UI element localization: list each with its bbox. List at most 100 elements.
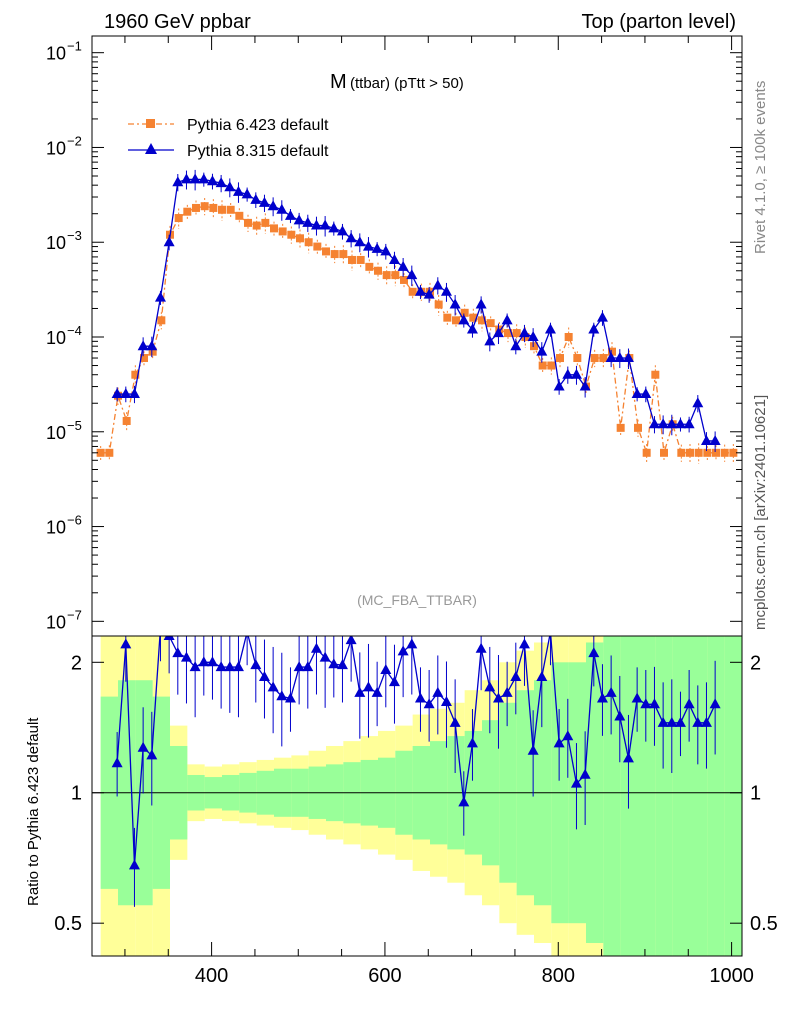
pythia8-point <box>527 331 539 342</box>
ratio-point <box>553 737 565 748</box>
pythia6-point <box>694 448 703 457</box>
pythia8-point <box>198 173 210 184</box>
ratio-point <box>362 681 374 692</box>
pythia6-point <box>486 319 495 328</box>
pythia6-point <box>460 308 469 317</box>
legend-pythia8-label: Pythia 8.315 default <box>187 143 329 160</box>
pythia8-point <box>362 240 374 251</box>
ratio-y-tick-label-right: 1 <box>750 783 761 805</box>
pythia6-point <box>564 333 573 342</box>
ratio-point <box>336 659 348 670</box>
pythia8-point <box>510 340 522 351</box>
pythia8-point <box>709 434 721 445</box>
legend-pythia6-marker <box>146 119 155 128</box>
pythia6-point <box>538 361 547 370</box>
y-tick-label: 10 <box>46 138 66 158</box>
y-tick-exponent: −6 <box>67 513 82 528</box>
pythia6-point <box>270 224 278 233</box>
ratio-point <box>284 692 296 703</box>
pythia8-point <box>674 418 686 429</box>
y-tick-exponent: −3 <box>67 228 82 243</box>
ratio-point <box>388 676 400 687</box>
y-tick-label: 10 <box>46 44 66 64</box>
ratio-y-tick-label: 0.5 <box>54 913 82 935</box>
ratio-point <box>648 698 660 709</box>
pythia8-point <box>215 177 227 188</box>
legend-pythia8-marker <box>145 143 157 154</box>
pythia8-point <box>475 298 487 309</box>
header-left: 1960 GeV ppbar <box>104 11 251 33</box>
pythia8-point <box>111 388 123 399</box>
pythia6-point <box>400 275 408 284</box>
ratio-point <box>605 686 617 697</box>
pythia8-point <box>206 175 218 186</box>
pythia8-point <box>700 434 712 445</box>
ratio-point <box>570 777 582 788</box>
pythia8-point <box>232 185 244 196</box>
pythia6-point <box>235 211 244 220</box>
pythia6-point <box>651 370 660 379</box>
pythia6-point <box>556 354 564 363</box>
ratio-point <box>492 692 504 703</box>
pythia8-point <box>657 418 669 429</box>
pythia6-point <box>174 214 183 223</box>
ratio-point <box>328 658 340 669</box>
ratio-point <box>692 716 704 727</box>
pythia6-line <box>100 205 734 454</box>
watermark: (MC_FBA_TTBAR) <box>357 592 477 608</box>
pythia8-point <box>336 225 348 236</box>
x-tick-label: 600 <box>368 965 401 987</box>
y-tick-label: 10 <box>46 518 66 538</box>
pythia8-point <box>371 242 383 253</box>
pythia6-point <box>183 207 192 216</box>
pythia6-point <box>209 203 218 212</box>
pythia6-point <box>547 361 556 370</box>
pythia6-point <box>478 316 486 325</box>
ratio-point <box>250 659 262 670</box>
pythia8-point <box>614 352 626 363</box>
pythia8-point <box>180 173 192 184</box>
pythia6-point <box>712 448 720 457</box>
ratio-point <box>640 698 652 709</box>
pythia8-point <box>484 335 496 346</box>
band-inner-bin <box>724 636 742 956</box>
pythia8-point <box>406 269 418 280</box>
ratio-point <box>466 737 478 748</box>
y-tick-exponent: −2 <box>67 133 82 148</box>
band-inner-bin <box>620 636 638 956</box>
ratio-point <box>588 647 600 658</box>
ratio-point <box>319 651 331 662</box>
pythia6-point <box>504 329 512 338</box>
pythia8-point <box>570 368 582 379</box>
pythia8-point <box>683 418 695 429</box>
ratio-point <box>406 638 418 649</box>
ratio-point <box>232 661 244 672</box>
band-inner-bin <box>707 636 725 956</box>
pythia8-point <box>605 352 617 363</box>
pythia8-point <box>440 285 452 296</box>
ratio-point <box>242 626 253 636</box>
pythia6-point <box>122 416 131 425</box>
pythia6-point <box>660 448 668 457</box>
ratio-point <box>293 661 305 672</box>
pythia6-point <box>330 250 339 259</box>
pythia8-point <box>692 397 704 408</box>
pythia8-point <box>276 203 288 214</box>
ratio-y-tick-label-right: 2 <box>750 652 761 674</box>
pythia8-point <box>163 236 175 247</box>
pythia6-point <box>443 313 452 322</box>
ratio-point <box>189 661 201 672</box>
ratio-point <box>674 716 686 727</box>
pythia6-point <box>322 247 330 256</box>
pythia8-point <box>241 188 253 199</box>
pythia6-point <box>434 300 443 309</box>
pythia6-point <box>148 347 157 356</box>
band-inner-bin <box>603 636 621 956</box>
ratio-point <box>423 698 435 709</box>
pythia8-point <box>284 209 296 220</box>
pythia6-point <box>530 342 538 351</box>
pythia8-point <box>449 298 461 309</box>
uncertainty-bands <box>100 636 742 956</box>
pythia8-point <box>458 314 470 325</box>
ratio-point <box>700 716 712 727</box>
